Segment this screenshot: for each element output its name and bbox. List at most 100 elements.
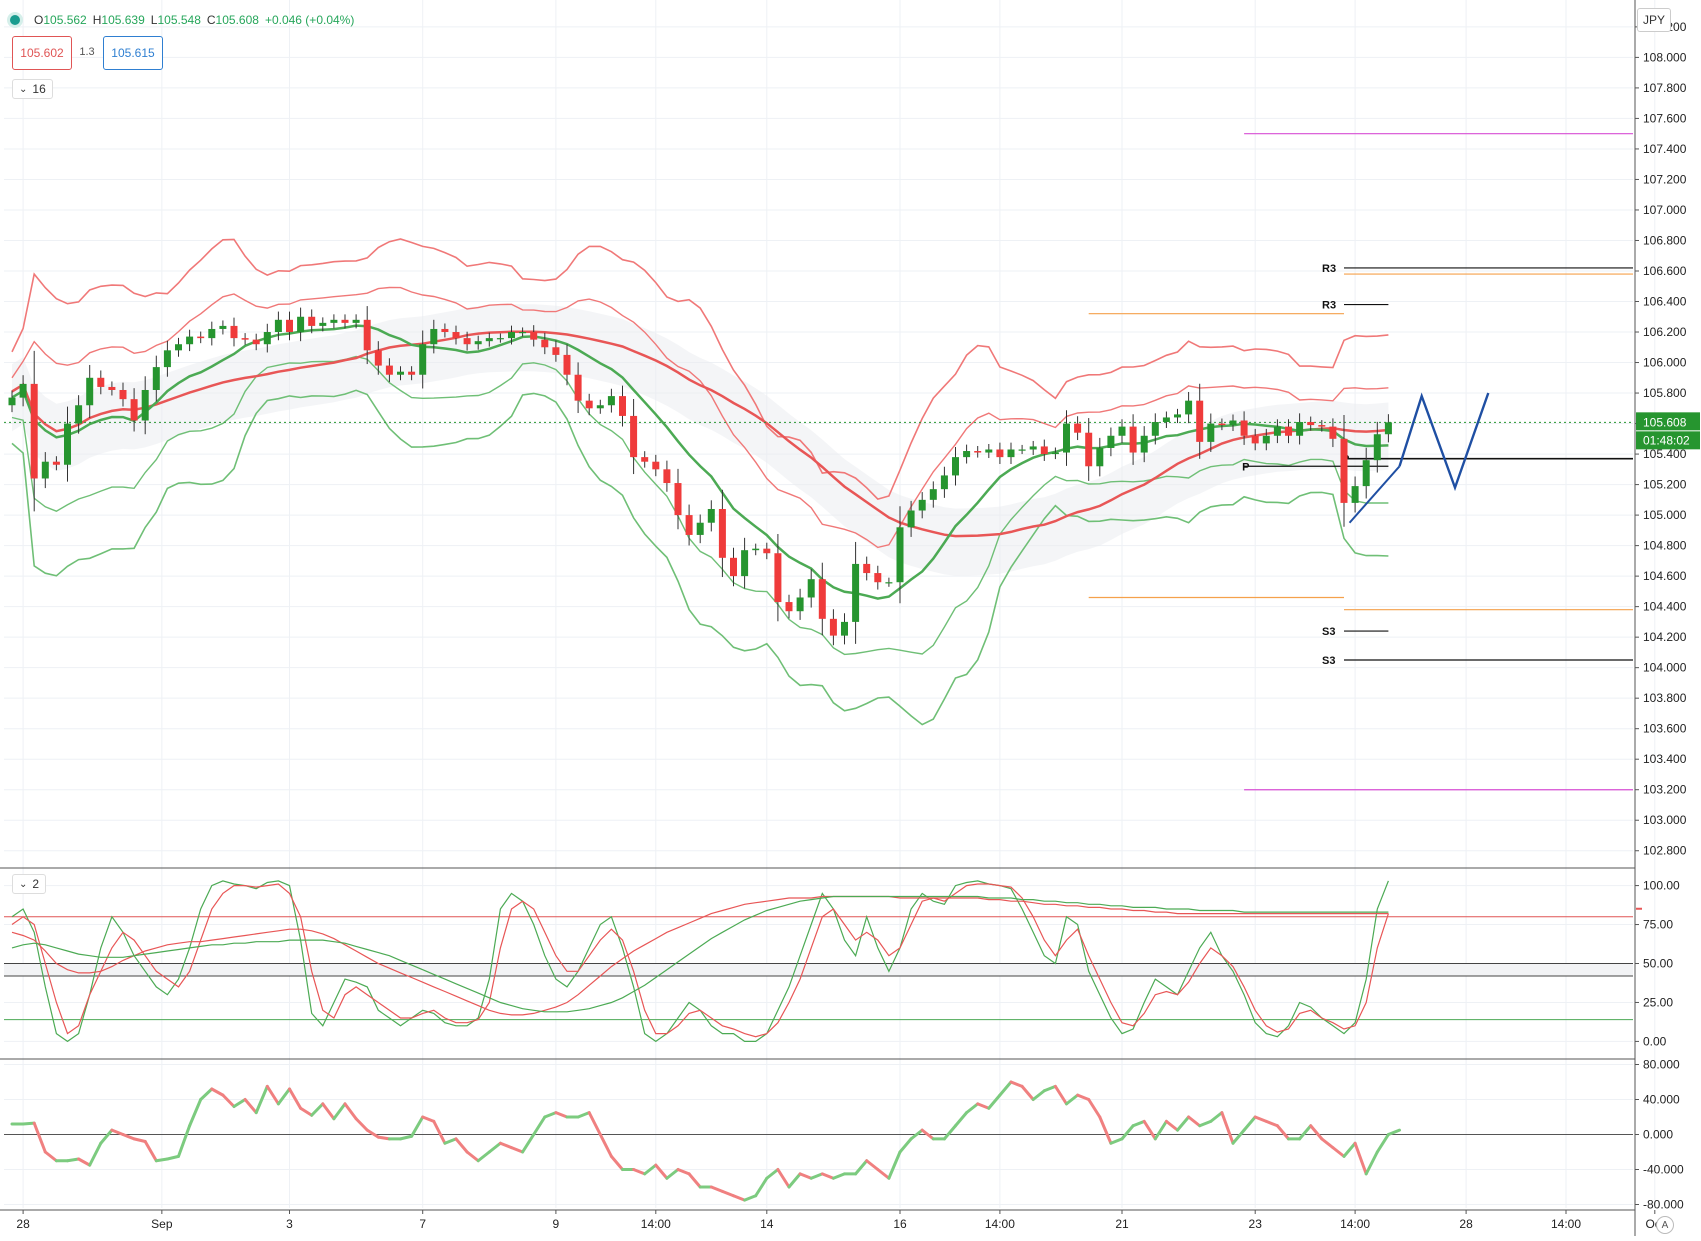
main-pane-toggle[interactable]: ⌄ 16 <box>12 79 53 99</box>
sell-button[interactable]: 105.602 <box>12 36 72 70</box>
momentum-segment <box>221 1093 236 1108</box>
momentum-segment <box>809 1172 824 1180</box>
momentum-segment <box>820 1172 835 1180</box>
candle <box>829 618 837 636</box>
low-label: L <box>150 13 158 27</box>
candle <box>552 347 560 355</box>
momentum-segment <box>987 1093 1002 1110</box>
momentum-segment <box>21 1121 36 1126</box>
candle <box>707 508 715 523</box>
candle <box>252 339 260 345</box>
candle <box>1351 486 1359 503</box>
momentum-segment <box>77 1157 92 1167</box>
candle <box>940 475 948 490</box>
candle <box>630 415 638 458</box>
candle <box>1162 417 1170 423</box>
candle <box>696 522 704 535</box>
currency-badge[interactable]: JPY <box>1637 8 1672 32</box>
momentum-segment <box>299 1106 314 1117</box>
price-tick-label: 105.800 <box>1643 386 1687 400</box>
price-tick-label: 103.000 <box>1643 813 1687 827</box>
candle <box>1051 452 1059 455</box>
candle <box>496 338 504 340</box>
candle <box>974 451 982 453</box>
candle <box>508 332 515 339</box>
candle <box>885 582 893 584</box>
change-value: +0.046 (+0.04%) <box>264 13 355 27</box>
momentum-segment <box>1275 1124 1290 1141</box>
open-label: O <box>34 13 44 27</box>
ma-cloud <box>12 304 1389 576</box>
price-tick-label: 108.000 <box>1643 50 1687 64</box>
candle <box>1262 435 1270 444</box>
momentum-segment <box>1042 1084 1057 1093</box>
momentum-segment <box>188 1098 203 1128</box>
candle <box>818 579 826 619</box>
candle <box>1107 435 1115 448</box>
momentum-segment <box>343 1102 358 1121</box>
time-tick-label: Sep <box>151 1217 173 1231</box>
candle <box>785 602 793 612</box>
close-label: C <box>206 13 216 27</box>
momentum-segment <box>1298 1124 1313 1141</box>
momentum-segment <box>1198 1119 1213 1128</box>
candle <box>1362 460 1370 487</box>
momentum-segment <box>1176 1115 1191 1132</box>
momentum-segment <box>709 1185 724 1193</box>
candle <box>1185 400 1193 415</box>
osc-series-line <box>11 895 1389 1013</box>
momentum-segment <box>1076 1093 1091 1101</box>
momentum-segment <box>1065 1093 1080 1106</box>
lower-inner-band <box>11 355 1389 656</box>
ohlc-legend: O 105.562 H 105.639 L 105.548 C 105.608 +0.0… <box>10 10 354 30</box>
momentum-segment <box>1142 1119 1157 1141</box>
candle <box>718 508 726 558</box>
candle <box>75 405 83 424</box>
candle <box>963 451 971 458</box>
price-tick-label: 103.600 <box>1643 722 1687 736</box>
momentum-segment <box>410 1115 425 1138</box>
candle <box>929 489 937 500</box>
chevron-down-icon: ⌄ <box>19 878 28 890</box>
oscillator-pane-toggle[interactable]: ⌄ 2 <box>12 874 47 894</box>
candle <box>952 457 959 476</box>
candle <box>763 548 771 554</box>
momentum-segment <box>376 1135 391 1141</box>
candle <box>985 449 993 453</box>
candle <box>685 515 693 535</box>
momentum-segment <box>998 1080 1013 1097</box>
candles <box>8 306 1392 646</box>
pivot-s3-long-label: S3 <box>1322 655 1335 667</box>
momentum-segment <box>265 1084 280 1106</box>
momentum-segment <box>288 1087 303 1110</box>
momentum-segment <box>354 1117 369 1132</box>
momentum-segment <box>965 1102 980 1115</box>
price-tick-label: 102.800 <box>1643 844 1687 858</box>
candle <box>230 325 238 339</box>
momentum-segment <box>110 1128 125 1136</box>
momentum-segment <box>432 1119 447 1145</box>
candle <box>1329 426 1337 439</box>
auto-scale-button[interactable]: A <box>1656 1216 1674 1234</box>
candle <box>1151 422 1159 436</box>
momentum-segment <box>443 1137 458 1145</box>
momentum-tick-label: 0.000 <box>1643 1128 1673 1142</box>
candle <box>1307 422 1315 426</box>
candle <box>41 461 49 479</box>
osc-series-line <box>11 883 1389 1038</box>
buy-button[interactable]: 105.615 <box>103 36 163 70</box>
momentum-segment <box>165 1154 180 1161</box>
countdown-tag <box>1636 431 1700 450</box>
momentum-segment <box>521 1133 536 1154</box>
candle <box>30 383 38 479</box>
momentum-segment <box>1020 1084 1035 1101</box>
momentum-segment <box>154 1157 169 1163</box>
momentum-segment <box>976 1102 991 1110</box>
momentum-segment <box>598 1133 613 1158</box>
volatility-bands <box>11 238 1389 726</box>
candle <box>730 557 737 577</box>
candle <box>1229 420 1237 426</box>
price-tick-label: 106.400 <box>1643 295 1687 309</box>
